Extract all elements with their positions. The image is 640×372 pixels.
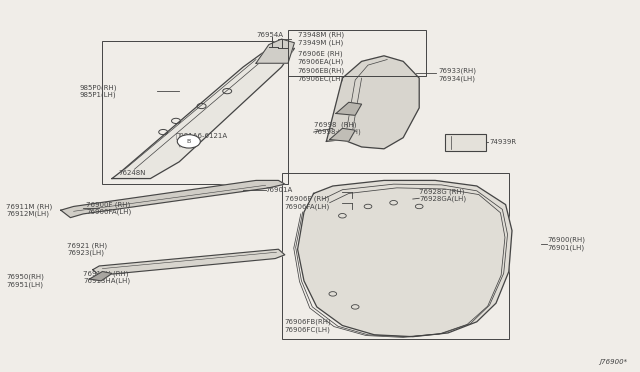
Text: 76911M (RH)
76912M(LH): 76911M (RH) 76912M(LH) [6, 203, 52, 217]
Text: 76998  (RH)
76998+A(LH): 76998 (RH) 76998+A(LH) [314, 121, 362, 135]
Polygon shape [330, 128, 355, 141]
Text: 76913H (RH)
76913HA(LH): 76913H (RH) 76913HA(LH) [83, 270, 131, 284]
Text: 73948M (RH)
73949M (LH): 73948M (RH) 73949M (LH) [298, 32, 344, 46]
Text: 76906EB(RH)
76906EC(LH): 76906EB(RH) 76906EC(LH) [298, 67, 345, 81]
Text: 985P0(RH)
985P1(LH): 985P0(RH) 985P1(LH) [80, 84, 118, 98]
Bar [288, 30, 426, 76]
Text: 76921 (RH)
76923(LH): 76921 (RH) 76923(LH) [67, 242, 108, 256]
Text: 76900F (RH)
76900FA(LH): 76900F (RH) 76900FA(LH) [86, 201, 132, 215]
Text: 76906E (RH)
76906EA(LH): 76906E (RH) 76906EA(LH) [298, 51, 344, 65]
Polygon shape [93, 249, 285, 275]
Text: 74939R: 74939R [490, 139, 516, 145]
Text: 76906F (RH)
76906FA(LH): 76906F (RH) 76906FA(LH) [285, 196, 330, 210]
Text: 76954A: 76954A [256, 32, 283, 38]
Polygon shape [90, 272, 112, 281]
Bar [102, 41, 288, 184]
Bar [282, 173, 509, 339]
Text: 76248N: 76248N [118, 170, 146, 176]
Polygon shape [256, 39, 294, 63]
Text: 76906FB(RH)
76906FC(LH): 76906FB(RH) 76906FC(LH) [285, 318, 332, 333]
Circle shape [177, 135, 200, 148]
Text: 76901A: 76901A [266, 187, 293, 193]
Text: 76928G (RH)
76928GA(LH): 76928G (RH) 76928GA(LH) [419, 188, 467, 202]
Text: B: B [187, 139, 191, 144]
Text: Ⓐ081A6-6121A
 (18): Ⓐ081A6-6121A (18) [176, 132, 228, 147]
Polygon shape [61, 180, 285, 218]
Text: 76900(RH)
76901(LH): 76900(RH) 76901(LH) [547, 237, 585, 251]
Text: J76900*: J76900* [599, 359, 627, 365]
Polygon shape [336, 102, 362, 115]
Polygon shape [326, 56, 419, 149]
Text: 76933(RH)
76934(LH): 76933(RH) 76934(LH) [438, 67, 476, 81]
Polygon shape [112, 48, 294, 179]
Bar [445, 134, 486, 151]
Polygon shape [298, 180, 512, 337]
Text: 76950(RH)
76951(LH): 76950(RH) 76951(LH) [6, 274, 44, 288]
